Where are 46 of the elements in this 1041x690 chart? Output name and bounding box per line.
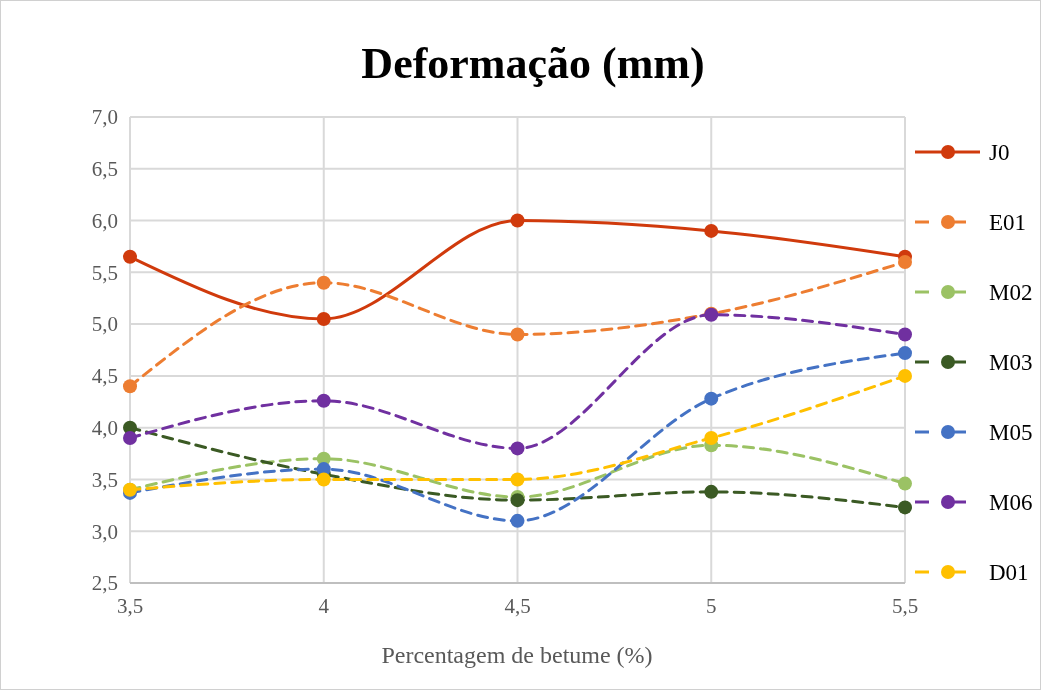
point xyxy=(898,500,912,515)
x-tick-label: 3,5 xyxy=(116,594,144,618)
y-tick-label: 5,0 xyxy=(91,312,118,337)
point xyxy=(316,311,331,326)
point xyxy=(510,327,525,342)
x-axis-title: Percentagem de betume (%) xyxy=(381,642,653,668)
legend-label: M05 xyxy=(989,420,1033,446)
point xyxy=(510,472,525,487)
point xyxy=(898,476,912,491)
point xyxy=(510,213,525,228)
point xyxy=(316,393,331,408)
point xyxy=(123,249,137,264)
point xyxy=(898,327,912,342)
point xyxy=(510,441,525,456)
point xyxy=(704,484,719,499)
y-tick-label: 4,5 xyxy=(91,364,118,389)
y-tick-label: 6,0 xyxy=(91,208,118,233)
legend-label: J0 xyxy=(989,140,1010,166)
y-tick-label: 5,5 xyxy=(91,260,118,285)
point xyxy=(704,391,719,406)
point xyxy=(316,472,331,487)
point xyxy=(898,254,912,269)
legend-label: E01 xyxy=(989,210,1027,236)
point xyxy=(898,368,912,383)
x-tick-label: 4 xyxy=(318,594,330,618)
y-tick-label: 2,5 xyxy=(91,571,118,596)
legend-label: M02 xyxy=(989,280,1033,306)
x-tick-label: 5,5 xyxy=(891,594,919,618)
x-tick-label: 5 xyxy=(706,594,717,618)
point xyxy=(704,431,719,446)
chart-title: Deformação (mm) xyxy=(361,39,705,88)
point xyxy=(898,346,912,361)
legend-label: M06 xyxy=(989,490,1033,516)
point xyxy=(123,431,137,446)
legend-label: D01 xyxy=(989,560,1029,586)
x-tick-label: 4,5 xyxy=(504,594,531,618)
y-tick-label: 7,0 xyxy=(91,105,118,130)
point xyxy=(123,379,137,394)
point xyxy=(316,275,331,290)
y-tick-label: 6,5 xyxy=(91,157,118,182)
y-tick-label: 3,0 xyxy=(91,519,118,544)
y-tick-label: 4,0 xyxy=(91,416,118,441)
legend-label: M03 xyxy=(989,350,1033,376)
y-tick-label: 3,5 xyxy=(91,467,118,492)
point xyxy=(510,513,525,528)
point xyxy=(704,223,719,238)
